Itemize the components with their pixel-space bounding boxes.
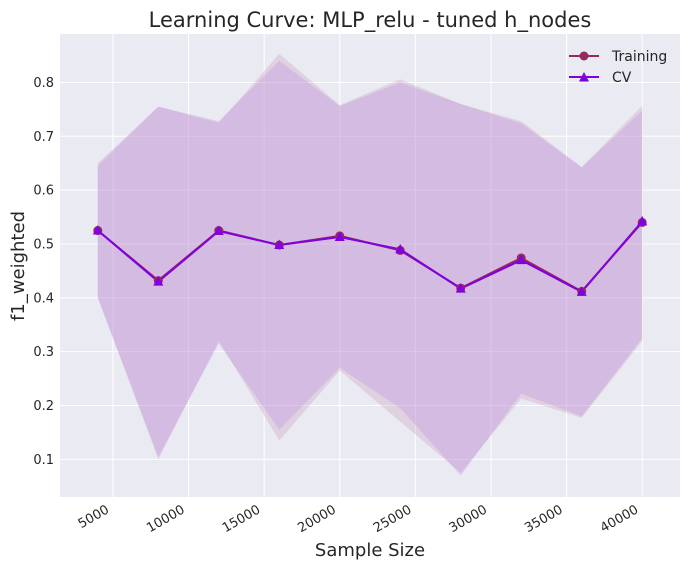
point-cv bbox=[213, 225, 224, 236]
line-cv bbox=[97, 220, 643, 293]
grid-lines bbox=[60, 34, 680, 497]
point-cv bbox=[334, 231, 345, 241]
point-cv bbox=[395, 243, 406, 254]
point-cv bbox=[516, 254, 527, 265]
series-lines bbox=[97, 220, 643, 293]
y-tick-label: 0.5 bbox=[33, 237, 54, 252]
point-cv bbox=[153, 276, 164, 286]
x-tick-labels: 5000 10000 15000 20000 25000 30000 35000 40000 bbox=[76, 502, 641, 536]
x-tick-label: 35000 bbox=[522, 502, 565, 536]
y-tick-label: 0.2 bbox=[33, 399, 54, 414]
y-tick-label: 0.8 bbox=[33, 76, 54, 91]
y-tick-label: 0.4 bbox=[33, 291, 54, 306]
y-tick-label: 0.6 bbox=[33, 184, 54, 199]
legend-marker-cv bbox=[579, 72, 589, 82]
point-cv bbox=[92, 225, 103, 235]
chart-title: Learning Curve: MLP_relu - tuned h_nodes bbox=[149, 8, 592, 33]
x-tick-label: 5000 bbox=[76, 502, 112, 532]
point-cv bbox=[576, 286, 587, 296]
x-tick-label: 10000 bbox=[144, 502, 187, 536]
point-cv bbox=[274, 239, 285, 250]
y-tick-label: 0.1 bbox=[33, 453, 54, 468]
y-axis-label: f1_weighted bbox=[8, 211, 29, 321]
series-markers bbox=[92, 215, 648, 296]
band-cv bbox=[97, 60, 643, 476]
legend-label-cv: CV bbox=[612, 70, 632, 86]
x-tick-label: 15000 bbox=[220, 502, 263, 536]
band-training bbox=[97, 53, 643, 473]
legend-label-training: Training bbox=[611, 49, 667, 65]
legend-marker-training bbox=[579, 51, 589, 61]
x-tick-label: 20000 bbox=[295, 502, 338, 536]
point-cv bbox=[637, 215, 648, 226]
y-tick-label: 0.3 bbox=[33, 345, 54, 360]
x-tick-label: 25000 bbox=[371, 502, 414, 536]
y-tick-labels: 0.1 0.2 0.3 0.4 0.5 0.6 0.7 0.8 bbox=[33, 76, 54, 468]
point-cv bbox=[455, 283, 466, 293]
variance-bands bbox=[97, 53, 643, 476]
x-tick-label: 30000 bbox=[447, 502, 490, 536]
x-tick-label: 40000 bbox=[598, 502, 641, 536]
legend: Training CV bbox=[569, 49, 667, 86]
plot-background bbox=[60, 34, 680, 497]
y-tick-label: 0.7 bbox=[33, 130, 54, 145]
x-axis-label: Sample Size bbox=[315, 540, 425, 561]
